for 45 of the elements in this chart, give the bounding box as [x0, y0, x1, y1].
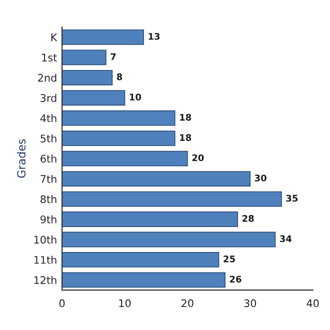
x-tick-label: 10	[119, 299, 131, 308]
x-tick-label: 20	[182, 299, 194, 308]
bar	[62, 171, 251, 186]
y-tick-label: 3rd	[40, 94, 56, 102]
data-label: 13	[148, 32, 160, 40]
y-axis-title: Grades	[16, 139, 26, 178]
x-tick-label: 40	[306, 299, 319, 308]
y-tick-label: 5th	[40, 134, 56, 142]
y-tick-label: 1st	[42, 54, 57, 62]
data-label: 30	[254, 174, 266, 182]
y-tick-label: 11th	[34, 256, 56, 264]
data-label: 28	[242, 215, 254, 222]
x-tick-label: 0	[59, 299, 65, 308]
data-label: 18	[180, 114, 192, 121]
bar	[62, 232, 276, 248]
bar	[62, 29, 144, 45]
bar	[62, 212, 238, 227]
data-label: 20	[192, 154, 204, 162]
data-label: 35	[286, 194, 298, 202]
data-label: 34	[280, 235, 292, 242]
bar	[62, 191, 282, 207]
y-tick-label: 10th	[34, 236, 56, 244]
bar	[62, 50, 106, 66]
y-tick-label: K	[51, 34, 58, 42]
bar	[62, 90, 126, 106]
y-tick-label: 4th	[40, 114, 56, 122]
data-label: 25	[224, 256, 235, 262]
bar	[62, 150, 188, 166]
x-tick-label: 30	[244, 299, 256, 308]
data-label: 10	[130, 94, 142, 100]
data-label: 18	[180, 134, 192, 141]
data-label: 26	[230, 276, 242, 283]
y-tick-label: 12th	[34, 276, 56, 284]
bar	[62, 272, 226, 288]
y-tick-label: 7th	[40, 174, 56, 183]
data-label: 7	[110, 53, 116, 60]
bar	[62, 252, 220, 268]
y-tick-label: 6th	[40, 154, 56, 163]
y-tick-label: 2nd	[38, 74, 56, 82]
bar	[62, 110, 176, 126]
y-tick-label: 8th	[40, 195, 56, 204]
bar	[62, 130, 176, 146]
bar	[62, 70, 113, 86]
y-tick-label: 9th	[40, 215, 56, 224]
data-label: 8	[116, 73, 122, 80]
